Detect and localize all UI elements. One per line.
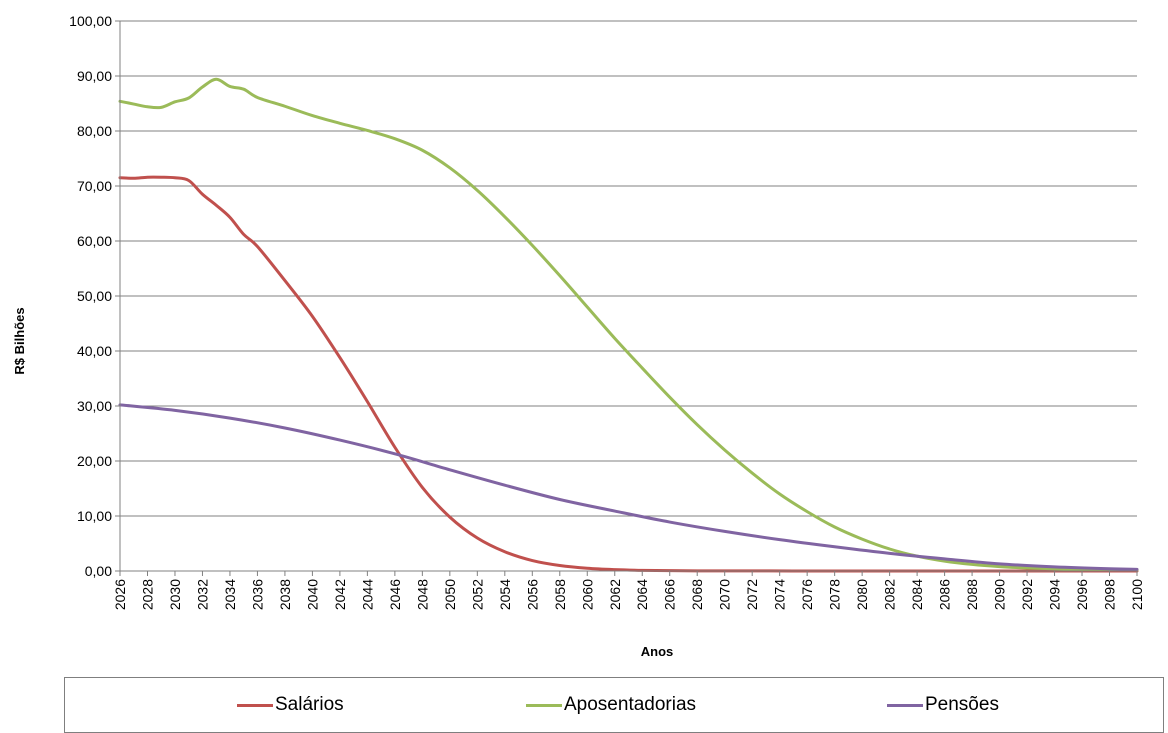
x-tick-label: 2070: [717, 579, 733, 610]
y-tick-label: 90,00: [77, 68, 112, 84]
legend: Salários Aposentadorias Pensões: [64, 677, 1164, 733]
legend-label-pensoes: Pensões: [925, 694, 999, 715]
x-tick-label: 2086: [937, 579, 953, 610]
x-tick-label: 2062: [607, 579, 623, 610]
y-tick-labels: 0,00 10,00 20,00 30,00 40,00 50,00 60,00 70,00 8…: [69, 13, 112, 579]
x-tick-label: 2060: [579, 579, 595, 610]
x-tick-label: 2048: [414, 579, 430, 610]
x-tick-label: 2052: [469, 579, 485, 610]
y-tick-label: 80,00: [77, 123, 112, 139]
legend-item-pensoes: Pensões: [887, 694, 999, 716]
x-tick-label: 2094: [1047, 579, 1063, 610]
gridlines: [120, 20, 1137, 517]
legend-item-aposentadorias: Aposentadorias: [526, 694, 696, 716]
x-tick-label: 2040: [304, 579, 320, 610]
legend-swatch-salarios: [237, 703, 273, 707]
line-chart: 0,00 10,00 20,00 30,00 40,00 50,00 60,00 70,00 8…: [12, 13, 1145, 659]
x-tick-label: 2036: [249, 579, 265, 610]
x-tick-label: 2054: [497, 579, 513, 610]
y-tick-label: 100,00: [69, 13, 112, 29]
legend-swatch-aposentadorias: [526, 703, 562, 707]
series-line-pensoes: [118, 403, 1139, 571]
legend-label-aposentadorias: Aposentadorias: [564, 694, 697, 715]
x-tick-label: 2032: [194, 579, 210, 610]
series-line-salarios: [118, 175, 1139, 573]
x-tick-label: 2090: [992, 579, 1008, 610]
y-tick-label: 40,00: [77, 343, 112, 359]
x-tick-label: 2072: [744, 579, 760, 610]
x-tick-label: 2056: [524, 579, 540, 610]
x-tick-label: 2042: [332, 579, 348, 610]
x-axis-title: Anos: [641, 644, 674, 659]
y-tick-label: 50,00: [77, 288, 112, 304]
x-tick-label: 2066: [662, 579, 678, 610]
x-tick-label: 2092: [1019, 579, 1035, 610]
series-lines: [118, 77, 1139, 573]
x-tick-label: 2096: [1074, 579, 1090, 610]
y-tick-label: 20,00: [77, 453, 112, 469]
y-tick-label: 0,00: [85, 563, 112, 579]
axes: [115, 20, 1138, 576]
x-tick-label: 2084: [909, 579, 925, 610]
x-tick-label: 2078: [827, 579, 843, 610]
x-tick-label: 2050: [442, 579, 458, 610]
legend-swatch-pensoes: [887, 703, 923, 707]
legend-item-salarios: Salários: [237, 694, 344, 716]
x-tick-label: 2044: [359, 579, 375, 610]
x-tick-labels: 2026 2028 2030 2032 2034 2036 2038 2040 2042 2044…: [112, 579, 1145, 610]
y-axis-title: R$ Bilhões: [12, 307, 27, 374]
x-tick-label: 2080: [854, 579, 870, 610]
x-tick-label: 2068: [689, 579, 705, 610]
x-tick-label: 2030: [167, 579, 183, 610]
x-tick-label: 2098: [1102, 579, 1118, 610]
y-tick-label: 70,00: [77, 178, 112, 194]
x-tick-label: 2076: [799, 579, 815, 610]
x-tick-label: 2088: [964, 579, 980, 610]
x-tick-label: 2034: [222, 579, 238, 610]
x-tick-label: 2082: [882, 579, 898, 610]
y-tick-label: 30,00: [77, 398, 112, 414]
x-tick-label: 2074: [772, 579, 788, 610]
x-tick-label: 2046: [387, 579, 403, 610]
x-tick-label: 2028: [139, 579, 155, 610]
series-line-aposentadorias: [118, 77, 1139, 572]
y-tick-label: 10,00: [77, 508, 112, 524]
legend-label-salarios: Salários: [275, 694, 344, 715]
y-tick-label: 60,00: [77, 233, 112, 249]
x-tick-label: 2064: [634, 579, 650, 610]
x-tick-label: 2058: [552, 579, 568, 610]
x-tick-label: 2100: [1129, 579, 1145, 610]
x-tick-label: 2038: [277, 579, 293, 610]
x-tick-label: 2026: [112, 579, 128, 610]
